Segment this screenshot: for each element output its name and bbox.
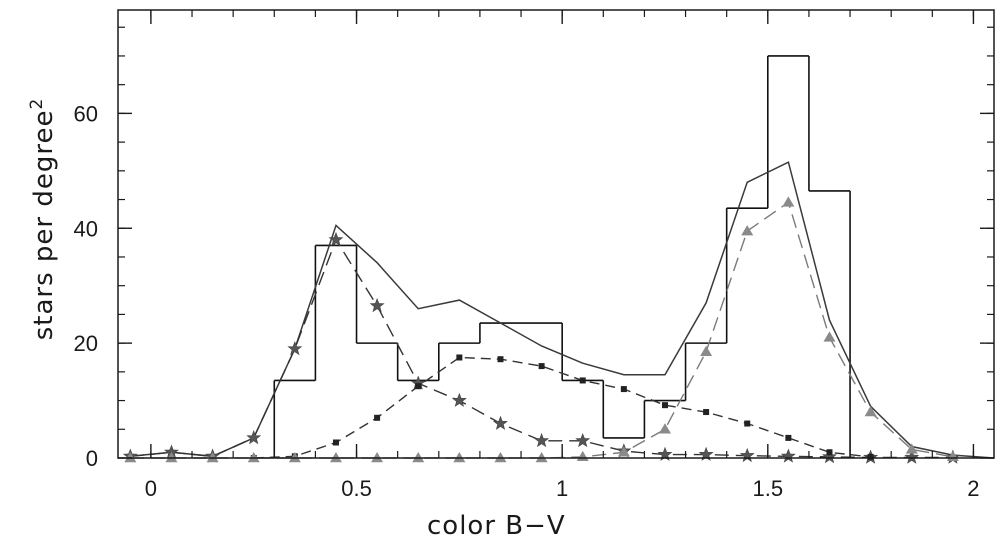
square-marker bbox=[826, 449, 833, 456]
histogram bbox=[273, 55, 851, 458]
square-marker bbox=[332, 439, 339, 446]
square-marker bbox=[867, 453, 874, 460]
series-group bbox=[122, 161, 995, 464]
triangle-marker bbox=[905, 443, 918, 454]
square-marker bbox=[538, 363, 545, 370]
triangle-marker bbox=[124, 452, 137, 463]
star-marker bbox=[369, 297, 385, 313]
square-marker bbox=[661, 402, 668, 409]
triangle-marker bbox=[617, 446, 630, 457]
star-marker bbox=[328, 231, 344, 247]
x-tick-label: 1.5 bbox=[753, 476, 784, 501]
triangle-marker bbox=[864, 406, 877, 417]
square-marker bbox=[456, 354, 463, 361]
series-line-4 bbox=[130, 201, 954, 459]
star-marker bbox=[904, 449, 920, 464]
triangle-marker bbox=[782, 196, 795, 207]
triangle-marker bbox=[165, 452, 178, 463]
triangle-marker bbox=[453, 452, 466, 463]
square-marker bbox=[579, 377, 586, 384]
triangle-marker bbox=[206, 452, 219, 463]
star-marker bbox=[451, 392, 467, 407]
star-marker bbox=[780, 448, 796, 463]
square-marker bbox=[415, 383, 422, 390]
series-line-2 bbox=[130, 238, 953, 459]
triangle-marker bbox=[412, 452, 425, 463]
triangle-marker bbox=[658, 423, 671, 434]
triangle-marker bbox=[329, 452, 342, 463]
star-marker bbox=[287, 341, 303, 356]
triangle-marker bbox=[247, 452, 260, 463]
triangle-marker bbox=[823, 331, 836, 342]
square-marker bbox=[374, 414, 381, 421]
y-tick-label: 0 bbox=[86, 446, 98, 471]
y-tick-label: 60 bbox=[74, 101, 98, 126]
x-axis-title: color B−V bbox=[427, 511, 566, 541]
star-marker bbox=[575, 432, 591, 448]
y-axis-title: stars per degree2 bbox=[27, 98, 59, 341]
star-marker bbox=[739, 447, 755, 463]
square-marker bbox=[744, 420, 751, 427]
series-line-1 bbox=[130, 161, 995, 459]
x-tick-label: 0 bbox=[145, 476, 157, 501]
square-marker bbox=[785, 434, 792, 441]
triangle-marker bbox=[576, 450, 589, 462]
x-tick-label: 1 bbox=[556, 476, 568, 501]
square-marker bbox=[620, 386, 627, 393]
plot-frame bbox=[117, 9, 995, 459]
star-marker bbox=[821, 449, 838, 464]
axis-ticks bbox=[118, 10, 994, 459]
y-tick-label: 40 bbox=[74, 216, 98, 241]
triangle-marker bbox=[741, 225, 754, 236]
series-line-3 bbox=[253, 356, 871, 459]
star-marker bbox=[492, 415, 508, 430]
y-tick-label: 20 bbox=[74, 331, 98, 356]
x-tick-label: 0.5 bbox=[341, 476, 372, 501]
square-marker bbox=[703, 409, 710, 416]
star-marker bbox=[534, 432, 550, 448]
triangle-marker bbox=[535, 452, 548, 463]
triangle-marker bbox=[371, 452, 384, 463]
square-marker bbox=[497, 356, 504, 363]
triangle-marker bbox=[700, 345, 713, 356]
triangle-marker bbox=[288, 452, 301, 463]
x-tick-label: 2 bbox=[967, 476, 979, 501]
triangle-marker bbox=[494, 452, 507, 463]
star-marker bbox=[246, 430, 262, 445]
